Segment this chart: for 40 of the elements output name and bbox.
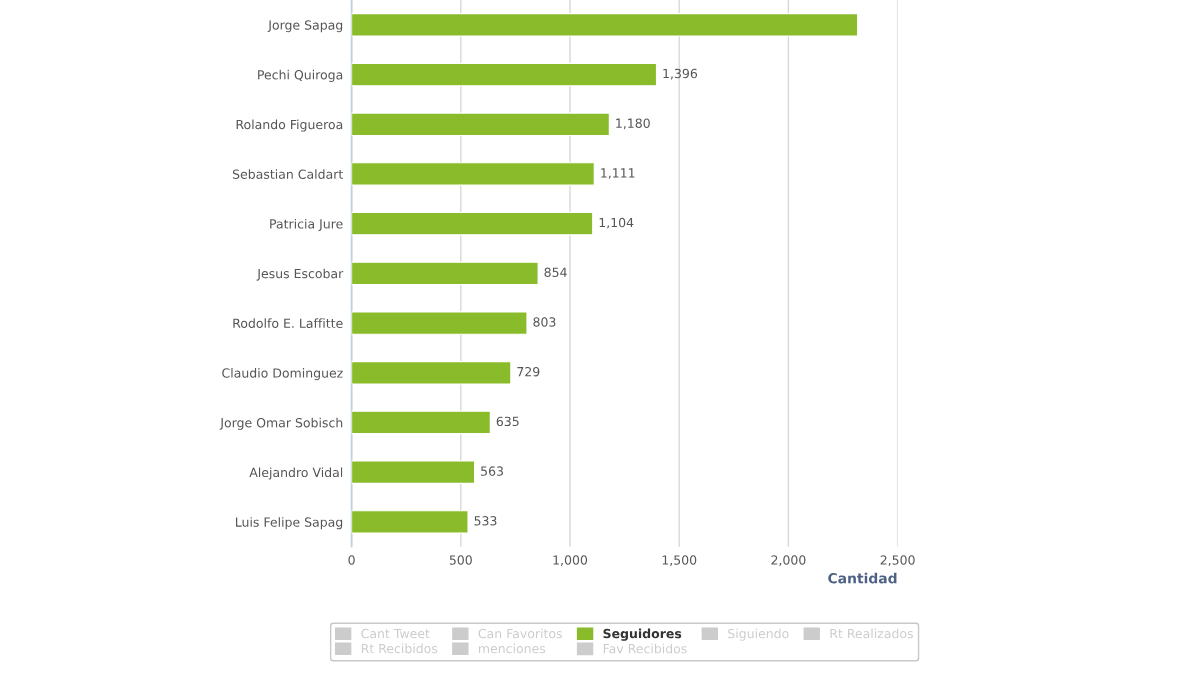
- data-label: 1,111: [601, 168, 635, 179]
- x-tick-label: 2,000: [771, 555, 806, 567]
- x-axis-title: Cantidad: [828, 572, 897, 584]
- y-tick-label: Rolando Figueroa: [236, 119, 343, 132]
- bar: [351, 162, 595, 186]
- legend-label: Seguidores: [603, 628, 682, 641]
- bar: [351, 410, 491, 435]
- y-tick-label: Jesus Escobar: [256, 268, 344, 281]
- y-tick-label: Jorge Omar Sobisch: [219, 417, 343, 430]
- y-tick-label: Jorge Sapag: [267, 20, 343, 33]
- bar: [351, 211, 594, 236]
- bar: [351, 460, 476, 484]
- data-label: 533: [474, 516, 497, 526]
- x-tick-label: 0: [348, 555, 355, 565]
- data-label: 1,396: [663, 68, 698, 80]
- y-tick-label: Claudio Dominguez: [222, 368, 343, 381]
- data-label: 1,104: [599, 217, 634, 229]
- data-label: 563: [481, 466, 503, 476]
- y-tick-label: Luis Felipe Sapag: [236, 517, 343, 530]
- y-tick-label: Alejandro Vidal: [249, 467, 343, 480]
- bar: [351, 13, 859, 37]
- x-tick-label: 2,500: [880, 555, 915, 567]
- data-label: 803: [533, 317, 556, 327]
- bar: [351, 510, 469, 534]
- data-label: 854: [544, 267, 567, 277]
- y-tick-label: Rodolfo E. Laffitte: [233, 318, 343, 329]
- data-label: 1,180: [616, 118, 650, 130]
- x-tick-label: 1,000: [553, 555, 588, 567]
- y-tick-label: Pechi Quiroga: [258, 69, 343, 82]
- bar: [351, 311, 528, 335]
- y-tick-label: Sebastian Caldart: [232, 169, 343, 179]
- bar: [351, 361, 512, 385]
- data-label: 635: [496, 416, 519, 427]
- bar: [351, 62, 658, 87]
- bar: [351, 261, 539, 286]
- x-tick-label: 500: [449, 555, 472, 565]
- y-tick-label: Patricia Jure: [270, 218, 343, 231]
- bar: [351, 112, 610, 136]
- data-label: 729: [517, 366, 540, 377]
- x-tick-label: 1,500: [662, 555, 697, 567]
